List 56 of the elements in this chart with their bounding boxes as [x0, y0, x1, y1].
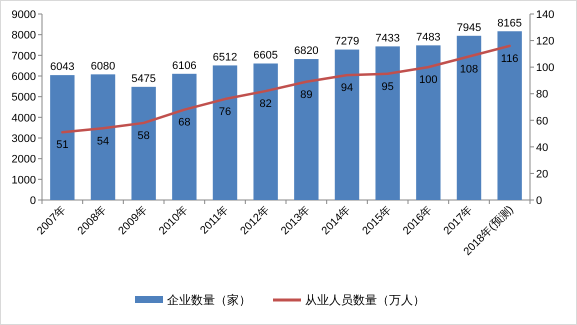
- data-label: 5475: [131, 72, 156, 85]
- y-tick-label: 2000: [12, 154, 36, 166]
- data-label: 6512: [212, 51, 238, 64]
- data-label: 116: [500, 52, 518, 65]
- bar: [253, 63, 278, 200]
- legend-label: 企业数量（家）: [167, 293, 251, 307]
- y-tick-label: 8000: [12, 30, 36, 42]
- data-label: 76: [218, 106, 232, 118]
- bar: [172, 74, 197, 200]
- y-tick-label: 5000: [12, 92, 36, 104]
- data-label: 6820: [294, 45, 319, 58]
- bar: [212, 65, 238, 200]
- bar: [416, 45, 441, 200]
- data-label: 7483: [416, 31, 441, 44]
- bar: [456, 36, 482, 200]
- y2-tick-label: 100: [536, 62, 554, 74]
- data-label: 54: [96, 135, 110, 148]
- data-label: 7433: [375, 32, 400, 44]
- data-label: 89: [300, 88, 312, 101]
- y2-tick-label: 20: [536, 168, 548, 180]
- y2-tick-label: 80: [536, 88, 548, 101]
- y-tick-label: 0: [30, 195, 36, 207]
- data-label: 82: [260, 98, 272, 110]
- bar: [90, 74, 116, 200]
- data-label: 6605: [253, 49, 278, 62]
- bar: [50, 75, 75, 200]
- data-label: 108: [460, 64, 478, 76]
- y-tick-label: 4000: [12, 112, 36, 124]
- y-tick-label: 1000: [12, 174, 36, 186]
- bar: [334, 50, 360, 200]
- y2-tick-label: 140: [536, 9, 554, 21]
- bar: [375, 46, 400, 200]
- y-tick-label: 6000: [12, 71, 36, 83]
- y2-tick-label: 120: [536, 36, 554, 48]
- data-label: 6043: [50, 61, 75, 74]
- y-tick-label: 7000: [12, 50, 36, 62]
- data-label: 68: [178, 116, 190, 129]
- data-label: 6080: [90, 60, 116, 72]
- y2-tick-label: 60: [536, 115, 548, 128]
- y-tick-label: 3000: [12, 133, 36, 145]
- data-label: 58: [138, 130, 150, 142]
- data-label: 94: [340, 82, 354, 94]
- data-label: 7945: [456, 22, 482, 34]
- data-label: 100: [419, 74, 438, 86]
- data-label: 6106: [172, 60, 197, 72]
- data-label: 95: [382, 80, 394, 93]
- data-label: 51: [56, 139, 68, 152]
- y-tick-label: 9000: [12, 9, 36, 21]
- data-label: 7279: [334, 36, 360, 48]
- y2-tick-label: 40: [536, 142, 548, 154]
- bar: [294, 59, 319, 200]
- bar: [497, 31, 522, 200]
- legend-label: 从业人员数量（万人）: [305, 293, 425, 307]
- bar: [131, 86, 156, 200]
- data-label: 8165: [497, 17, 522, 30]
- y2-tick-label: 0: [536, 195, 542, 207]
